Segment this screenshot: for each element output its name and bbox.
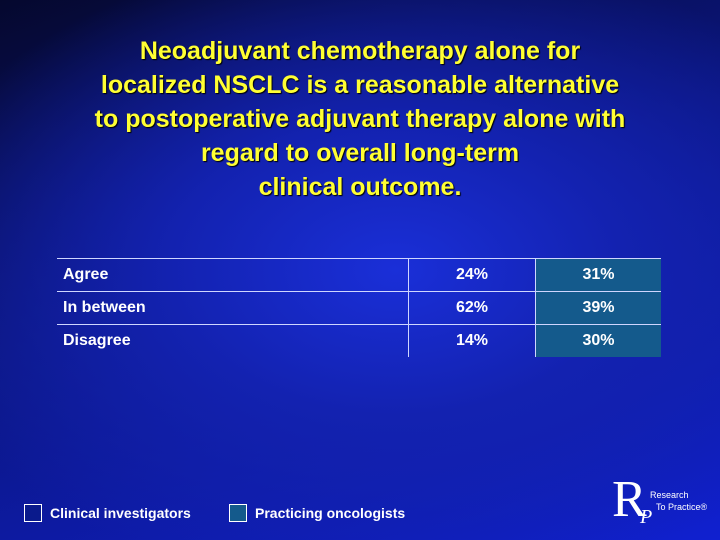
table-value: 30% bbox=[535, 324, 661, 357]
title-line: Neoadjuvant chemotherapy alone for bbox=[139, 37, 581, 65]
row-label: Disagree bbox=[57, 324, 409, 357]
table-value: 31% bbox=[535, 258, 661, 292]
logo-text: To Practice® bbox=[656, 502, 708, 512]
results-table: Agree 24% 31% In between 62% 39% Disagree 14% 30… bbox=[57, 258, 661, 357]
table-value: 62% bbox=[408, 291, 536, 325]
table-value: 39% bbox=[535, 291, 661, 325]
legend-item: Practicing oncologists bbox=[229, 503, 405, 523]
table-row: Agree 24% 31% bbox=[57, 258, 661, 292]
title-line: to postoperative adjuvant therapy alone … bbox=[94, 105, 626, 133]
title-line: regard to overall long-term bbox=[200, 139, 520, 167]
table-row: In between 62% 39% bbox=[57, 291, 661, 325]
row-label: Agree bbox=[57, 258, 409, 292]
legend-label: Practicing oncologists bbox=[255, 505, 406, 521]
logo-p: P bbox=[640, 506, 653, 528]
legend-swatch bbox=[24, 504, 42, 522]
legend-label: Clinical investigators bbox=[50, 505, 191, 521]
table-value: 14% bbox=[408, 324, 536, 357]
table-row: Disagree 14% 30% bbox=[57, 324, 661, 357]
title-line: clinical outcome. bbox=[258, 173, 462, 201]
table-value: 24% bbox=[408, 258, 536, 292]
slide-title: Neoadjuvant chemotherapy alone for locali… bbox=[0, 34, 720, 204]
logo-text: Research bbox=[650, 490, 689, 500]
row-label: In between bbox=[57, 291, 409, 325]
legend-swatch bbox=[229, 504, 247, 522]
legend-item: Clinical investigators bbox=[24, 503, 191, 523]
logo-r: R bbox=[612, 471, 647, 528]
title-line: localized NSCLC is a reasonable alternat… bbox=[100, 71, 620, 99]
